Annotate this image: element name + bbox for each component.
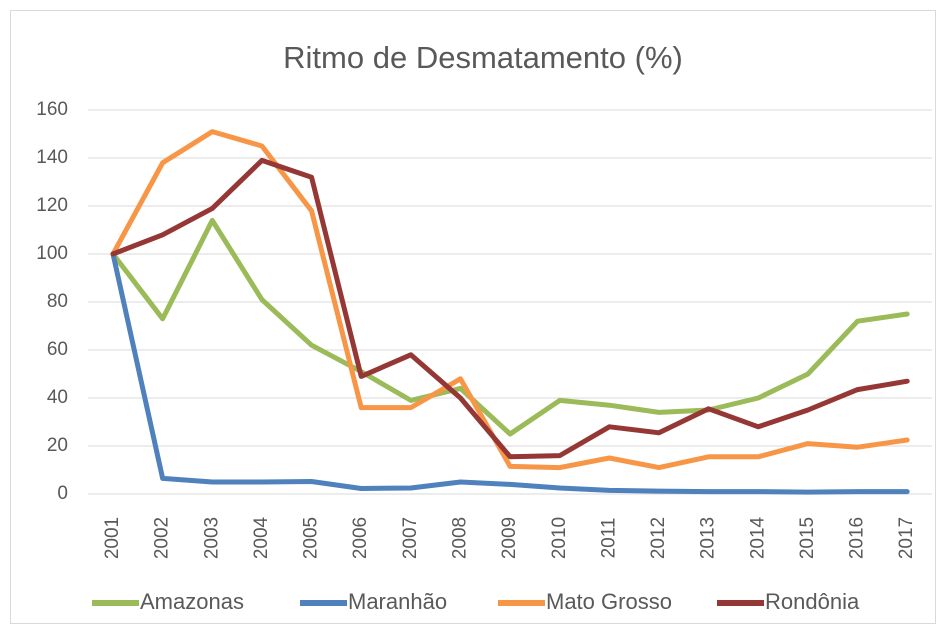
- series-line: [110, 157, 910, 460]
- x-tick-label: 2017: [896, 517, 917, 559]
- series-line: [110, 251, 910, 495]
- y-tick-label: 20: [47, 435, 68, 456]
- legend-label: Rondônia: [765, 589, 860, 614]
- x-tick-label: 2007: [400, 517, 421, 559]
- x-tick-label: 2003: [201, 517, 222, 559]
- y-tick-label: 40: [47, 387, 68, 408]
- x-tick-label: 2008: [449, 517, 470, 559]
- x-tick-label: 2012: [648, 517, 669, 559]
- x-tick-label: 2011: [598, 518, 619, 559]
- x-tick-label: 2014: [747, 516, 768, 559]
- x-tick-label: 2005: [301, 517, 322, 559]
- y-tick-label: 120: [36, 195, 68, 216]
- y-tick-label: 80: [47, 291, 68, 312]
- legend-label: Maranhão: [348, 589, 447, 614]
- y-tick-label: 160: [36, 99, 68, 120]
- y-tick-label: 140: [36, 147, 68, 168]
- y-tick-label: 0: [57, 483, 68, 504]
- y-tick-label: 100: [36, 243, 68, 264]
- x-tick-label: 2004: [251, 516, 272, 559]
- x-tick-label: 2013: [698, 517, 719, 559]
- x-tick-label: 2001: [102, 517, 123, 559]
- chart-title: Ritmo de Desmatamento (%): [283, 40, 683, 75]
- x-tick-label: 2006: [350, 517, 371, 559]
- legend-label: Mato Grosso: [546, 589, 672, 614]
- x-tick-label: 2009: [499, 517, 520, 559]
- legend-label: Amazonas: [140, 589, 244, 614]
- y-tick-label: 60: [47, 339, 68, 360]
- series-line: [110, 217, 910, 437]
- x-tick-label: 2016: [847, 517, 868, 559]
- x-tick-label: 2015: [797, 517, 818, 559]
- x-tick-label: 2002: [152, 517, 173, 559]
- x-tick-label: 2010: [549, 517, 570, 559]
- series-line: [110, 129, 910, 471]
